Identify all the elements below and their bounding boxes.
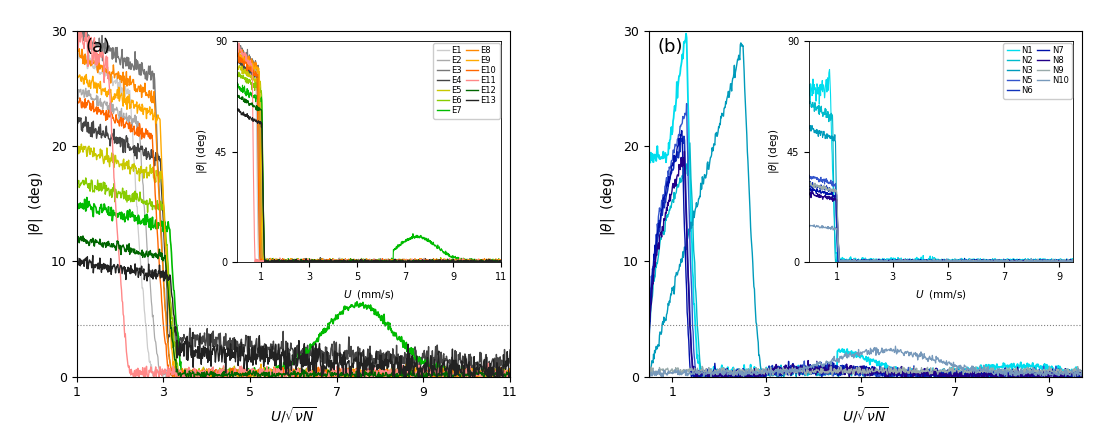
Text: (a): (a) — [85, 38, 110, 56]
Y-axis label: $|\theta|$  (deg): $|\theta|$ (deg) — [27, 171, 45, 236]
Text: (b): (b) — [657, 38, 683, 56]
X-axis label: $U / \sqrt{\nu N}$: $U / \sqrt{\nu N}$ — [270, 405, 316, 425]
Y-axis label: $|\theta|$  (deg): $|\theta|$ (deg) — [599, 171, 618, 236]
X-axis label: $U / \sqrt{\nu N}$: $U / \sqrt{\nu N}$ — [843, 405, 889, 425]
